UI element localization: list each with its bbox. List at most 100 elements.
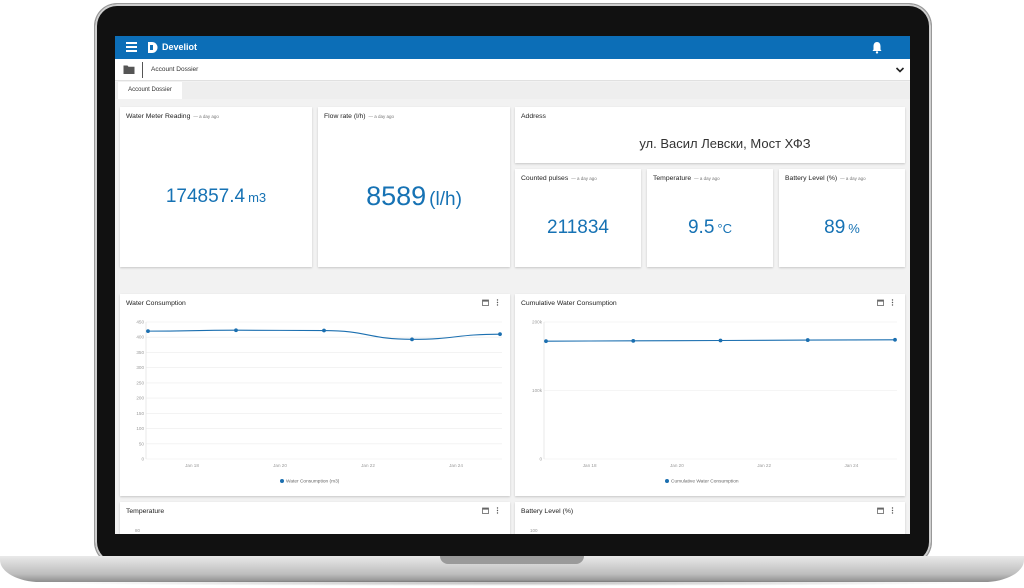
timestamp: — a day ago bbox=[840, 176, 866, 181]
y-tick-label: 50 bbox=[139, 441, 145, 446]
value-unit: °C bbox=[717, 221, 732, 236]
legend-marker bbox=[280, 479, 284, 483]
pulses-title: Counted pulses bbox=[521, 175, 569, 182]
x-tick-label: Jan 18 bbox=[583, 463, 597, 468]
chart-title: Battery Level (%) bbox=[521, 508, 574, 515]
data-point bbox=[893, 337, 897, 342]
card-actions bbox=[482, 299, 502, 307]
water-consumption-chart-card: Water Consumption 450 400 350 300 250 200 150 1… bbox=[120, 294, 510, 496]
card-actions bbox=[877, 299, 897, 307]
y-tick-label: 400 bbox=[136, 335, 144, 340]
laptop-base bbox=[0, 556, 1024, 582]
flow-rate-title: Flow rate (l/h) bbox=[324, 113, 366, 120]
y-tick-label: 0 bbox=[539, 457, 542, 462]
y-tick-label: 100 bbox=[136, 426, 144, 431]
card-title: Water Meter Reading — a day ago bbox=[126, 113, 219, 120]
value-unit: m3 bbox=[248, 190, 267, 205]
legend-marker bbox=[665, 479, 669, 483]
more-vertical-icon[interactable] bbox=[891, 507, 894, 514]
address-card: Address ул. Васил Левски, Мост ХФЗ bbox=[515, 107, 905, 163]
temperature-chart-card: Temperature 80 bbox=[120, 502, 510, 534]
calendar-icon[interactable] bbox=[877, 507, 884, 514]
breadcrumb[interactable]: Account Dossier bbox=[151, 66, 199, 73]
data-point bbox=[718, 338, 723, 343]
timestamp: — a day ago bbox=[694, 176, 720, 181]
chart-title: Water Consumption bbox=[126, 300, 186, 307]
data-point bbox=[631, 338, 636, 343]
value-unit: (l/h) bbox=[429, 189, 462, 210]
y-tick-label: 150 bbox=[136, 411, 144, 416]
chevron-down-icon[interactable] bbox=[895, 65, 905, 75]
timestamp: — a day ago bbox=[368, 114, 395, 119]
y-tick-label: 250 bbox=[136, 380, 144, 385]
data-point bbox=[805, 338, 810, 342]
value-number: 8589 bbox=[366, 181, 427, 211]
value-number: 174857.4 bbox=[165, 186, 246, 207]
tab-account-dossier[interactable]: Account Dossier bbox=[118, 82, 182, 99]
breadcrumb-bar: Account Dossier bbox=[115, 59, 910, 81]
timestamp: — a day ago bbox=[193, 114, 219, 119]
develiot-logo-icon bbox=[148, 42, 158, 53]
temperature-value: 9.5 °C bbox=[647, 217, 773, 239]
tab-bar: Account Dossier bbox=[115, 82, 910, 99]
calendar-icon[interactable] bbox=[877, 299, 884, 306]
y-tick-label: 350 bbox=[136, 350, 144, 355]
screen: Develiot Account Dossier Account Dossier… bbox=[115, 36, 910, 534]
water-consumption-chart: 450 400 350 300 250 200 150 100 50 0 Jan 18 Jan 20 J… bbox=[136, 320, 502, 485]
folder-icon[interactable] bbox=[123, 64, 135, 75]
chart-title: Cumulative Water Consumption bbox=[521, 300, 617, 307]
card-actions bbox=[482, 507, 502, 515]
y-tick-label: 450 bbox=[136, 320, 144, 325]
water-meter-title: Water Meter Reading bbox=[126, 113, 191, 120]
calendar-icon[interactable] bbox=[482, 507, 489, 514]
data-point bbox=[498, 332, 502, 337]
card-title: Temperature — a day ago bbox=[653, 175, 720, 182]
water-meter-value: 174857.4 m3 bbox=[120, 186, 312, 208]
breadcrumb-separator bbox=[142, 62, 143, 78]
temperature-title: Temperature bbox=[653, 175, 692, 182]
card-title: Battery Level (%) — a day ago bbox=[785, 175, 866, 182]
y-tick-label: 300 bbox=[136, 365, 144, 370]
data-point bbox=[234, 328, 238, 333]
x-tick-label: Jan 20 bbox=[273, 463, 287, 468]
calendar-icon[interactable] bbox=[482, 299, 489, 306]
bell-icon[interactable] bbox=[871, 41, 883, 54]
flow-rate-value: 8589 (l/h) bbox=[318, 181, 510, 212]
y-tick-label: 200k bbox=[532, 320, 543, 325]
flow-rate-card: Flow rate (l/h) — a day ago 8589 (l/h) bbox=[318, 107, 510, 267]
more-vertical-icon[interactable] bbox=[891, 299, 894, 306]
y-tick-label: 80 bbox=[135, 528, 141, 533]
legend-label: Cumulative Water Consumption bbox=[671, 479, 739, 485]
value-number: 9.5 bbox=[687, 217, 715, 238]
data-point bbox=[410, 337, 414, 342]
brand-name: Develiot bbox=[162, 42, 198, 52]
laptop-shadow bbox=[40, 580, 984, 586]
data-point bbox=[146, 329, 150, 334]
battery-chart-card: Battery Level (%) 100 bbox=[515, 502, 905, 534]
x-tick-label: Jan 24 bbox=[844, 463, 858, 468]
temperature-card: Temperature — a day ago 9.5 °C bbox=[647, 169, 773, 267]
legend-label: Water Consumption (m3) bbox=[286, 479, 340, 485]
more-vertical-icon[interactable] bbox=[496, 299, 499, 306]
data-point bbox=[322, 328, 326, 333]
menu-icon[interactable] bbox=[126, 42, 137, 52]
y-tick-label: 0 bbox=[141, 457, 144, 462]
x-tick-label: Jan 22 bbox=[757, 463, 771, 468]
x-tick-label: Jan 18 bbox=[185, 463, 199, 468]
address-value: ул. Васил Левски, Мост ХФЗ bbox=[639, 136, 811, 151]
data-point bbox=[544, 339, 548, 344]
x-tick-label: Jan 24 bbox=[449, 463, 463, 468]
laptop-notch bbox=[440, 556, 584, 564]
battery-card: Battery Level (%) — a day ago 89% bbox=[779, 169, 905, 267]
more-vertical-icon[interactable] bbox=[496, 507, 499, 514]
card-actions bbox=[877, 507, 897, 515]
y-tick-label: 100 bbox=[530, 528, 538, 533]
water-meter-card: Water Meter Reading — a day ago 174857.4 m… bbox=[120, 107, 312, 267]
pulses-card: Counted pulses — a day ago 211834 bbox=[515, 169, 641, 267]
battery-value: 89% bbox=[779, 217, 905, 239]
value-number: 89 bbox=[824, 217, 846, 238]
y-tick-label: 100k bbox=[532, 388, 543, 393]
battery-title: Battery Level (%) bbox=[785, 175, 838, 182]
value-unit: % bbox=[848, 221, 860, 236]
cumulative-consumption-chart-card: Cumulative Water Consumption 200k 100k 0 Ja… bbox=[515, 294, 905, 496]
